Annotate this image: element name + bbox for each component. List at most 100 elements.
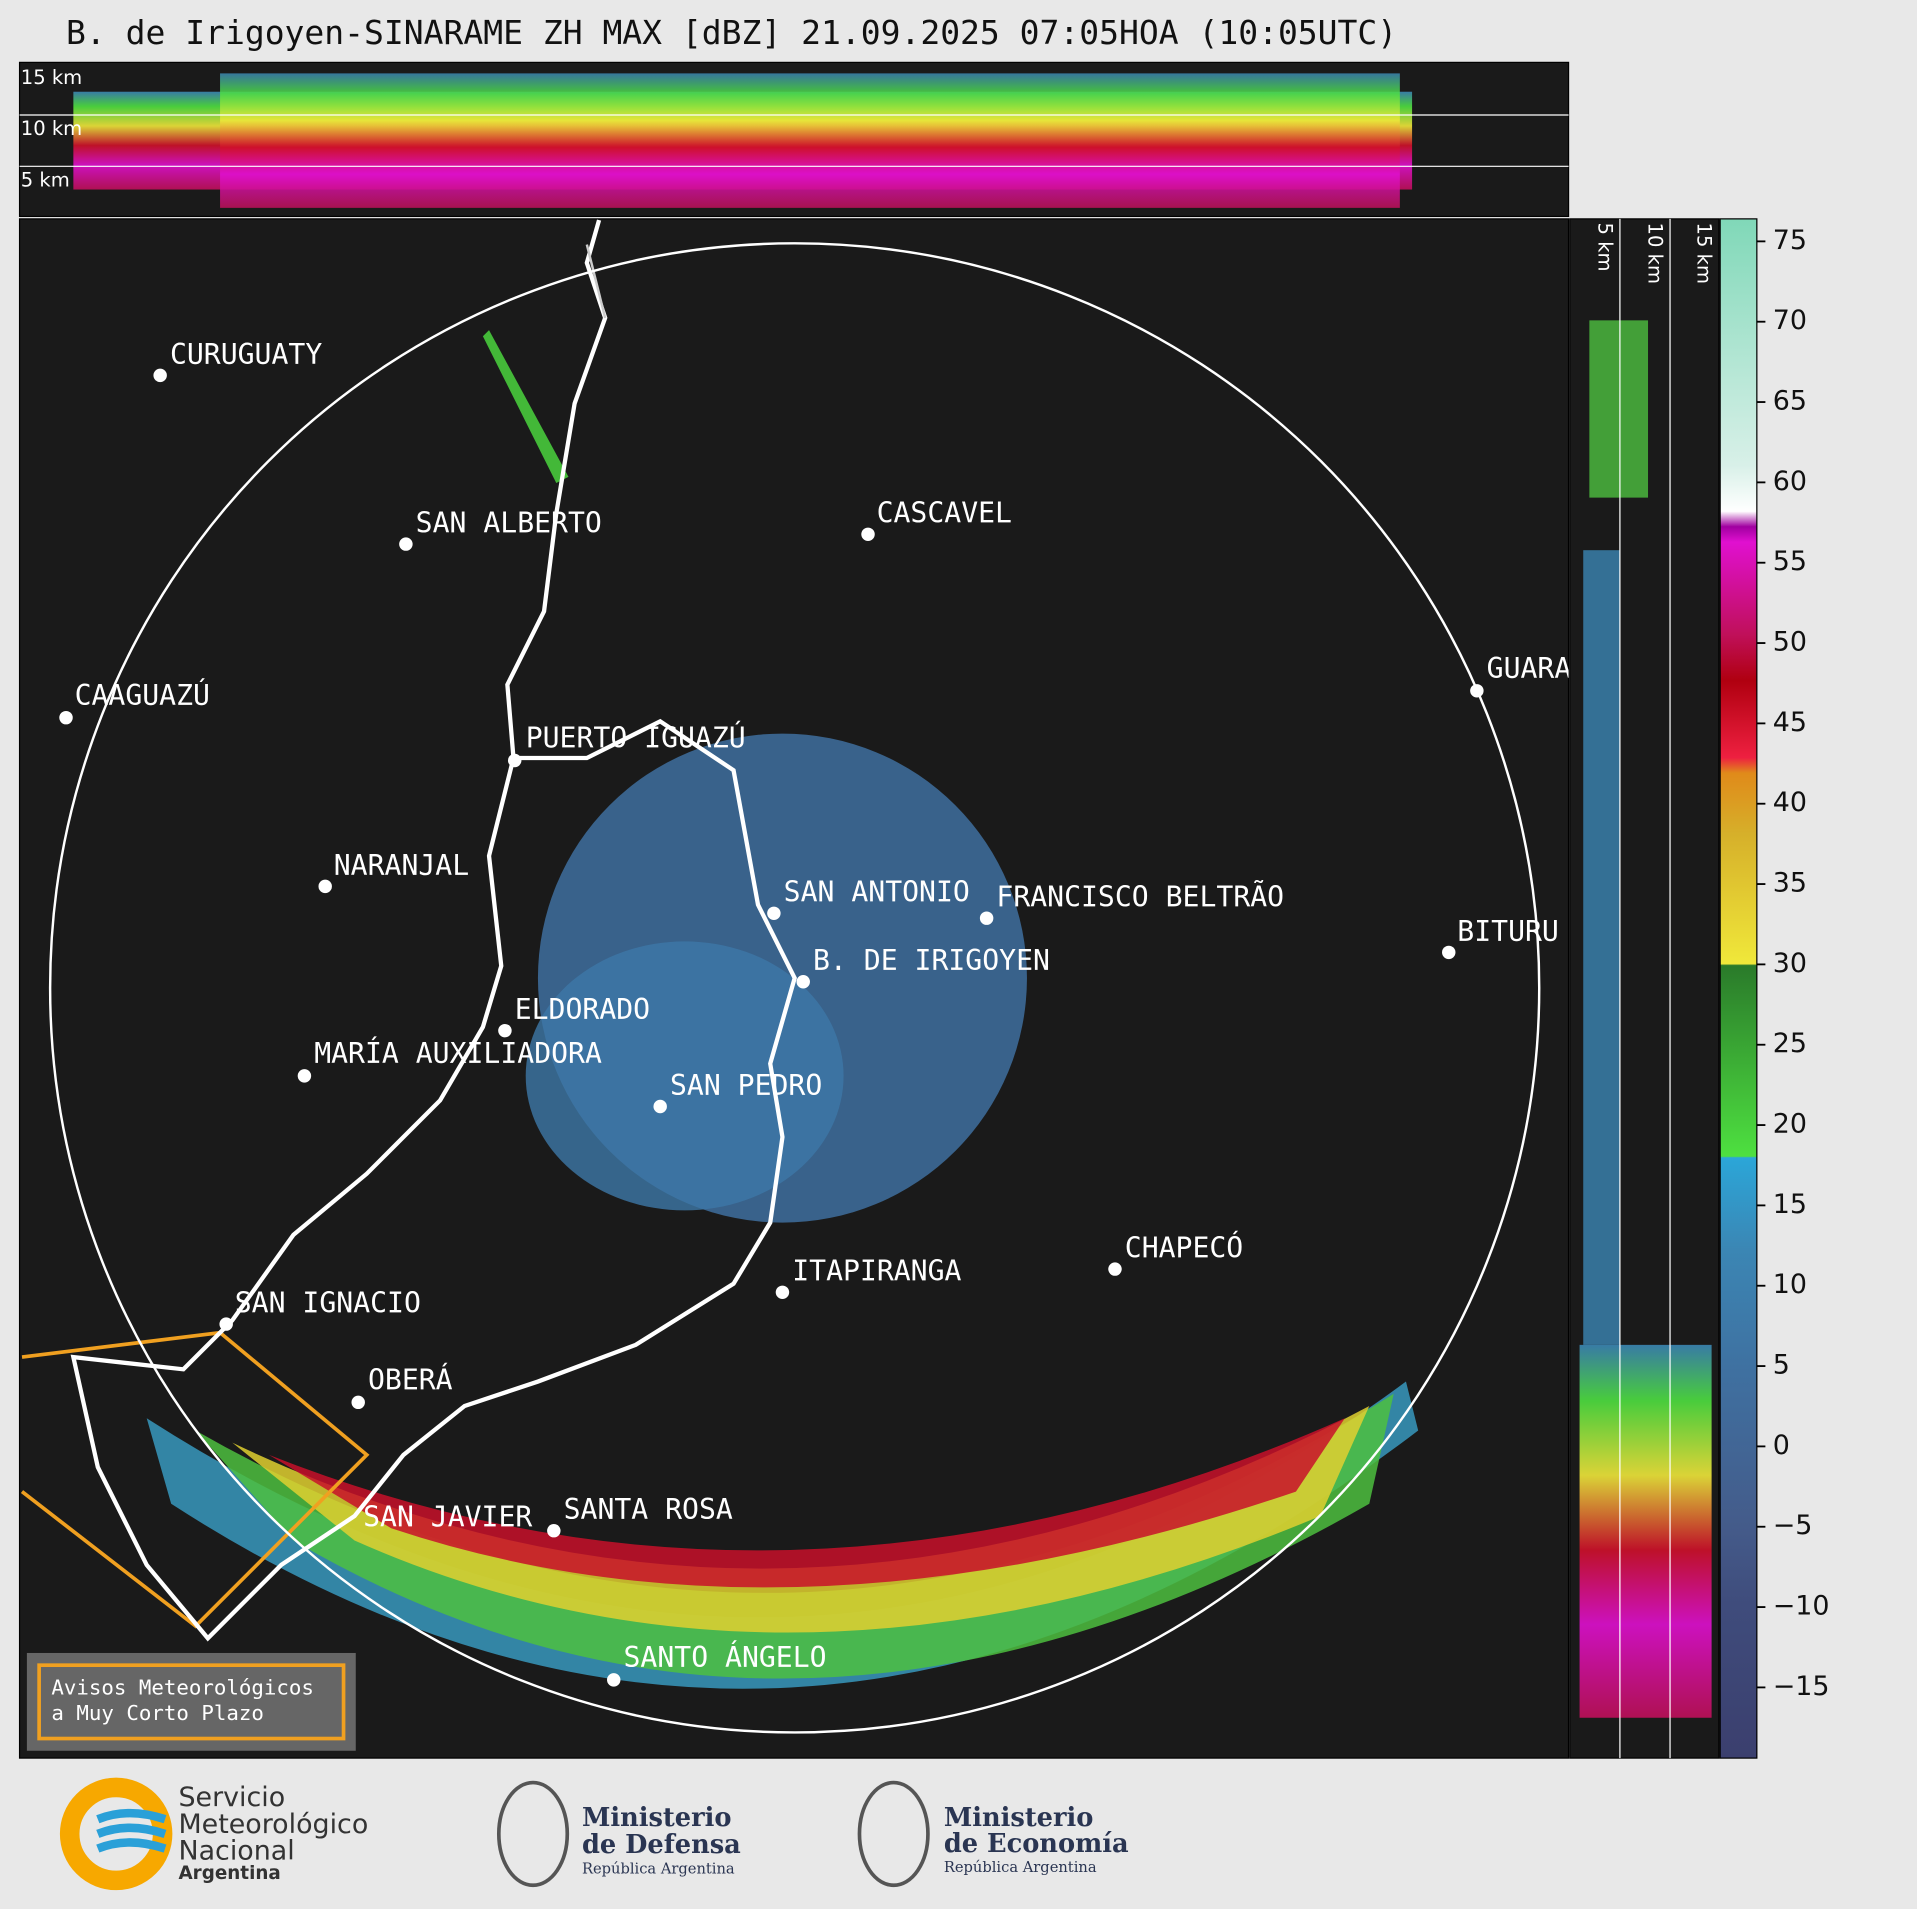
colorbar-tick-label: −10: [1773, 1591, 1830, 1622]
city-dot: [607, 1673, 621, 1687]
colorbar-tick-label: 15: [1773, 1189, 1807, 1220]
colorbar-tick-label: 20: [1773, 1109, 1807, 1140]
city-label: CURUGUATY: [170, 338, 322, 371]
colorbar-tick-label: 5: [1773, 1350, 1790, 1381]
colorbar-tick-label: 40: [1773, 787, 1807, 818]
city-dot: [498, 1023, 512, 1038]
cross-section-echoes: [73, 73, 1413, 208]
warning-text: a Muy Corto Plazo: [51, 1701, 264, 1725]
city-label: SAN ALBERTO: [416, 507, 602, 540]
city-dot: [767, 906, 781, 921]
city-dot: [297, 1069, 312, 1083]
city-dot: [351, 1395, 365, 1410]
city-dot: [318, 879, 332, 894]
side-echo: [1579, 1344, 1712, 1718]
colorbar-tick-label: 0: [1773, 1430, 1790, 1461]
city-dot: [59, 710, 73, 725]
warning-box[interactable]: [26, 1652, 356, 1751]
city-dot: [507, 753, 522, 768]
city-label: SAN JAVIER: [363, 1500, 532, 1533]
city-dot: [861, 527, 875, 542]
height-label: 5 km: [1594, 223, 1617, 272]
city-dot: [153, 368, 167, 383]
logo-text: Nacional: [178, 1836, 294, 1867]
height-label: 10 km: [21, 117, 82, 140]
colorbar-ticks: −15 −10 −5 0 5 10 15 20 25 30 35 40 45 50 55 60 65 70 75: [1756, 225, 1830, 1702]
city-label: CHAPECÓ: [1125, 1231, 1243, 1265]
colorbar-tick-label: 70: [1773, 305, 1807, 336]
height-label: 15 km: [1693, 223, 1716, 284]
city-label: SANTA ROSA: [564, 1493, 733, 1526]
colorbar-tick-label: 60: [1773, 466, 1807, 497]
city-dot: [1442, 945, 1456, 960]
title: B. de Irigoyen-SINARAME ZH MAX [dBZ] 21.…: [66, 13, 1397, 52]
city-label: PUERTO IGUAZÚ: [526, 721, 746, 755]
city-label: B. DE IRIGOYEN: [813, 944, 1050, 977]
colorbar-tick-label: 55: [1773, 546, 1807, 577]
city-label: BITURU: [1457, 915, 1559, 948]
city-label: SAN PEDRO: [670, 1069, 822, 1102]
warning-area: [20, 1330, 370, 1629]
city-dot: [653, 1099, 667, 1114]
colorbar: [1719, 218, 1758, 1759]
logo-text: Meteorológico: [178, 1809, 368, 1840]
logo-text: Servicio: [178, 1782, 285, 1813]
city-label: ELDORADO: [515, 993, 650, 1026]
map: CURUGUATY SAN ALBERTO CASCAVEL CAAGUAZÚ GUAR…: [20, 219, 1572, 1734]
city-label: FRANCISCO BELTRÃO: [996, 881, 1284, 914]
city-dot: [1470, 684, 1484, 698]
echo-area: [232, 1405, 1370, 1633]
colorbar-tick-label: −5: [1773, 1510, 1813, 1541]
logo-text: República Argentina: [582, 1860, 735, 1877]
shield: [496, 1780, 570, 1888]
colorbar-tick-label: 35: [1773, 868, 1807, 899]
logo-text: de Defensa: [582, 1830, 741, 1860]
colorbar-tick-label: 25: [1773, 1028, 1807, 1059]
side-echo: [1589, 320, 1649, 498]
colorbar-tick-label: 50: [1773, 627, 1807, 658]
logo-text: Ministerio: [582, 1803, 732, 1833]
colorbar-tick-label: 30: [1773, 948, 1807, 979]
colorbar-tick-label: 65: [1773, 386, 1807, 417]
logo-text: República Argentina: [944, 1859, 1097, 1876]
shield: [857, 1780, 930, 1888]
colorbar-tick-label: 75: [1773, 225, 1807, 256]
smn-logo: [59, 1777, 173, 1891]
range-ring: [48, 242, 1541, 1734]
city-label: SAN IGNACIO: [235, 1287, 421, 1320]
city-label: ITAPIRANGA: [792, 1255, 961, 1288]
city-dot: [219, 1317, 233, 1331]
logo-text: Ministerio: [944, 1803, 1094, 1833]
echo-area: [268, 1418, 1345, 1588]
side-echo: [1583, 550, 1620, 1345]
city-label: OBERÁ: [368, 1363, 453, 1397]
city-label: MARÍA AUXILIADORA: [314, 1036, 602, 1070]
warning-text: Avisos Meteorológicos: [51, 1675, 314, 1699]
city-label: SANTO ÁNGELO: [624, 1640, 827, 1674]
height-label: 15 km: [21, 66, 82, 89]
border: [585, 244, 607, 319]
city-label: CASCAVEL: [877, 497, 1012, 530]
city-dot: [979, 911, 994, 925]
height-label: 5 km: [21, 168, 70, 191]
logo-text: de Economía: [944, 1829, 1129, 1859]
logo-text: Argentina: [178, 1863, 280, 1884]
colorbar-tick-label: −15: [1773, 1671, 1830, 1702]
city-dot: [796, 975, 810, 989]
city-label: NARANJAL: [334, 849, 469, 882]
city-dot: [775, 1285, 790, 1300]
border: [70, 219, 797, 1642]
city-label: GUARA: [1487, 652, 1572, 685]
city-dot: [547, 1523, 561, 1538]
city-dot: [399, 537, 413, 551]
echo-area: [525, 941, 844, 1211]
echo-area: [195, 1393, 1394, 1679]
colorbar-tick-label: 10: [1773, 1269, 1807, 1300]
city-dot: [1108, 1262, 1122, 1276]
height-label: 10 km: [1644, 223, 1667, 284]
warning-box-border: [37, 1663, 346, 1741]
city-label: SAN ANTONIO: [784, 876, 970, 909]
echo-area: [482, 330, 569, 483]
city-label: CAAGUAZÚ: [75, 678, 210, 712]
